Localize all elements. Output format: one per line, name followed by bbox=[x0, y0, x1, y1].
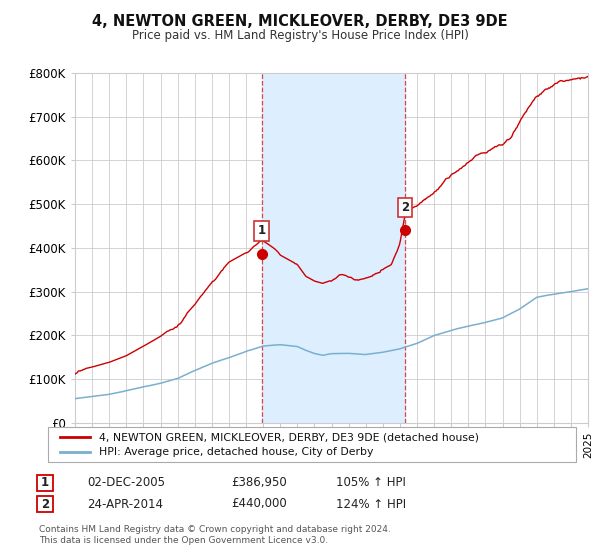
Text: Contains HM Land Registry data © Crown copyright and database right 2024.
This d: Contains HM Land Registry data © Crown c… bbox=[39, 525, 391, 545]
Text: Price paid vs. HM Land Registry's House Price Index (HPI): Price paid vs. HM Land Registry's House … bbox=[131, 29, 469, 42]
Text: 124% ↑ HPI: 124% ↑ HPI bbox=[336, 497, 406, 511]
Text: 1: 1 bbox=[257, 224, 266, 237]
Text: 1: 1 bbox=[41, 476, 49, 489]
Text: 2: 2 bbox=[401, 201, 409, 214]
Text: 4, NEWTON GREEN, MICKLEOVER, DERBY, DE3 9DE: 4, NEWTON GREEN, MICKLEOVER, DERBY, DE3 … bbox=[92, 14, 508, 29]
Text: 24-APR-2014: 24-APR-2014 bbox=[87, 497, 163, 511]
Text: 4, NEWTON GREEN, MICKLEOVER, DERBY, DE3 9DE (detached house): 4, NEWTON GREEN, MICKLEOVER, DERBY, DE3 … bbox=[99, 432, 479, 442]
Text: £386,950: £386,950 bbox=[231, 476, 287, 489]
Text: HPI: Average price, detached house, City of Derby: HPI: Average price, detached house, City… bbox=[99, 447, 373, 458]
Bar bbox=[262, 73, 405, 423]
Text: 02-DEC-2005: 02-DEC-2005 bbox=[87, 476, 165, 489]
Text: 105% ↑ HPI: 105% ↑ HPI bbox=[336, 476, 406, 489]
Text: 2: 2 bbox=[41, 497, 49, 511]
Text: £440,000: £440,000 bbox=[231, 497, 287, 511]
